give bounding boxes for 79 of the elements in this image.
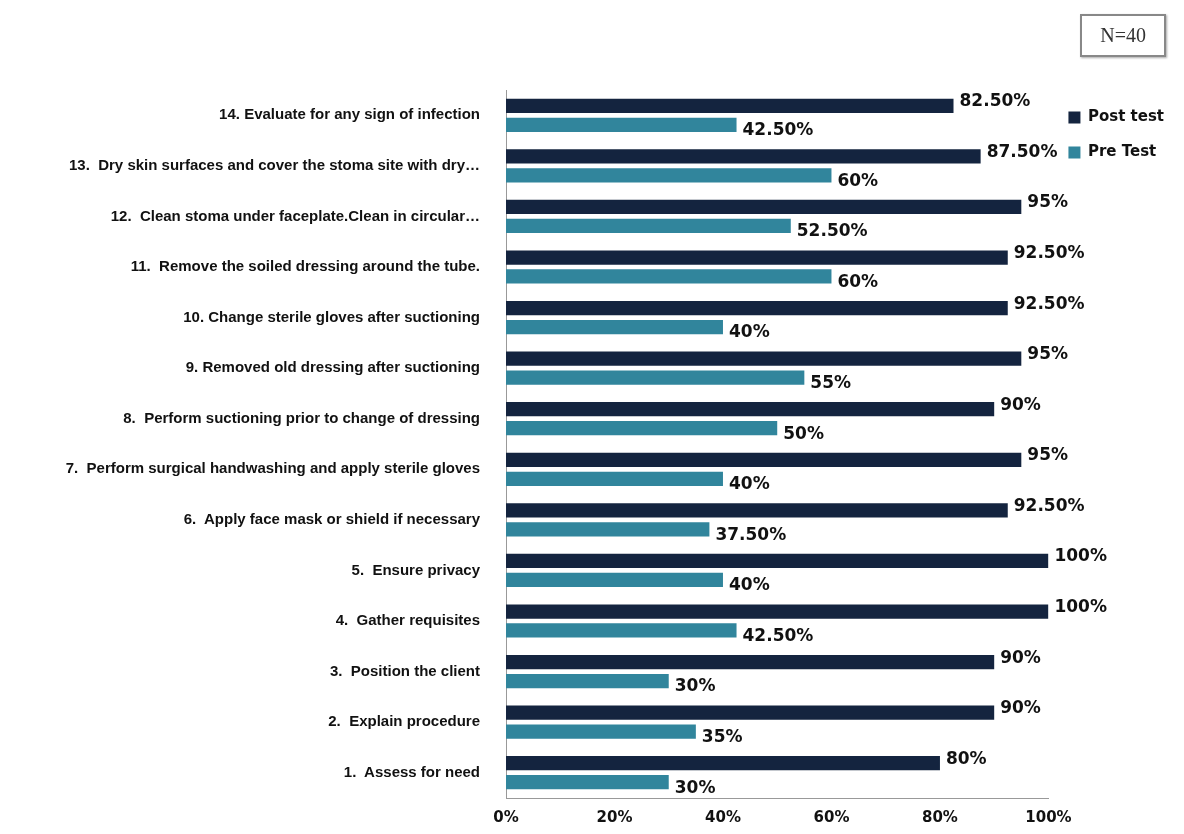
x-tick-label: 0% [493, 807, 519, 826]
text: N=40 [1080, 14, 1166, 57]
y-tick-label: 11. Remove the soiled dressing around the tube. [130, 257, 480, 275]
bar [506, 421, 778, 436]
y-tick-label: 8. Perform suctioning prior to change of dressing [123, 408, 480, 426]
data-label: 30% [674, 675, 716, 696]
bar [506, 522, 710, 537]
bar [506, 654, 995, 670]
data-label: 95% [1027, 444, 1069, 465]
bar [506, 117, 737, 132]
data-label: 100% [1054, 595, 1107, 616]
x-tick-label: 40% [705, 807, 741, 826]
data-label: 42.50% [742, 119, 814, 140]
data-label: 40% [728, 321, 770, 342]
y-tick-label: 12. Clean stoma under faceplate.Clean in circular… [110, 206, 480, 224]
y-tick-label: 4. Gather requisites [335, 611, 480, 629]
x-tick-label: 80% [922, 807, 958, 826]
bar [506, 351, 1022, 366]
data-label: 60% [837, 270, 879, 291]
bar [506, 775, 669, 790]
y-tick-label: 6. Apply face mask or shield if necessary [183, 510, 481, 527]
data-label: 92.50% [1013, 494, 1085, 515]
bar [506, 673, 669, 689]
data-label: 80% [945, 747, 987, 768]
bar [506, 199, 1022, 215]
data-label: 87.50% [986, 140, 1058, 161]
bar [506, 218, 791, 234]
bar [506, 300, 1008, 316]
bar [506, 168, 832, 183]
bar [506, 604, 1049, 619]
bar [506, 98, 954, 113]
data-label: 82.50% [959, 90, 1031, 111]
y-tick-label: 3. Position the client [329, 661, 480, 679]
data-label: 35% [701, 726, 743, 747]
bar [506, 724, 696, 739]
y-tick-label: 1. Assess for need [343, 762, 480, 780]
data-label: 55% [810, 372, 852, 393]
data-label: 95% [1027, 343, 1069, 364]
y-tick-label: 7. Perform surgical handwashing and apply sterile gloves [65, 459, 480, 477]
y-tick-label: 10. Change sterile gloves after suctioning [183, 307, 480, 325]
y-tick-label: 14. Evaluate for any sign of infection [219, 105, 480, 123]
x-tick-label: 100% [1025, 807, 1072, 826]
bar [506, 452, 1022, 467]
bar [506, 471, 723, 486]
data-label: 40% [728, 473, 770, 494]
bar [506, 149, 981, 164]
bar [506, 503, 1008, 518]
y-tick-label: 2. Explain procedure [328, 712, 480, 730]
data-label: 95% [1027, 191, 1069, 212]
bar [506, 553, 1049, 569]
data-label: 100% [1054, 545, 1107, 566]
data-label: 40% [728, 574, 770, 595]
bar [506, 756, 940, 771]
legend-label: Pre Test [1087, 142, 1157, 161]
data-label: 90% [1000, 697, 1041, 718]
data-label: 42.50% [742, 624, 814, 645]
legend-label: Post test [1087, 107, 1164, 126]
bar [506, 705, 995, 720]
y-tick-label: 9. Removed old dressing after suctioning [185, 358, 480, 376]
data-label: 92.50% [1013, 292, 1085, 313]
bar [506, 250, 1008, 265]
bar [506, 572, 723, 588]
y-tick-label: 13. Dry skin surfaces and cover the stoma site with dry… [69, 156, 480, 173]
data-label: 92.50% [1013, 241, 1085, 262]
x-tick-label: 20% [596, 807, 633, 826]
bar [506, 269, 832, 284]
data-label: 37.50% [715, 523, 787, 544]
data-label: 60% [837, 169, 879, 190]
x-tick-label: 60% [813, 807, 850, 826]
data-label: 52.50% [796, 220, 868, 241]
data-label: 90% [1000, 393, 1041, 414]
bar [506, 370, 805, 385]
data-label: 50% [783, 422, 824, 443]
bar [506, 319, 723, 335]
data-label: 90% [1000, 646, 1041, 667]
y-tick-label: 5. Ensure privacy [351, 560, 481, 578]
bar [506, 402, 995, 417]
data-label: 30% [674, 776, 716, 797]
bar [506, 623, 737, 638]
